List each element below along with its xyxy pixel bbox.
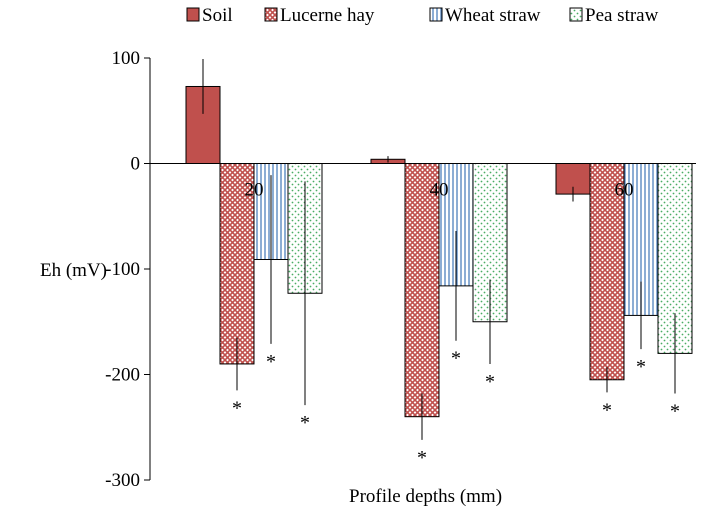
y-tick-label: -100 bbox=[105, 259, 140, 280]
legend: Soil Lucerne hay Wheat straw Pea straw bbox=[186, 5, 659, 26]
significance-asterisk: * bbox=[485, 371, 495, 393]
significance-markers: * * * * * * * * * bbox=[232, 348, 680, 469]
legend-label: Wheat straw bbox=[445, 5, 541, 26]
y-tick-label: 0 bbox=[131, 154, 141, 175]
x-tick-label: 20 bbox=[245, 180, 264, 201]
significance-asterisk: * bbox=[300, 412, 310, 434]
significance-asterisk: * bbox=[232, 397, 242, 419]
significance-asterisk: * bbox=[636, 356, 646, 378]
y-axis-title: Eh (mV) bbox=[40, 260, 107, 281]
y-tick-label: 100 bbox=[112, 48, 141, 69]
y-tick-label: -200 bbox=[105, 365, 140, 386]
legend-label: Lucerne hay bbox=[280, 5, 375, 26]
x-tick-label: 40 bbox=[430, 180, 449, 201]
x-axis-title: Profile depths (mm) bbox=[349, 486, 502, 507]
legend-swatch-wheat-straw bbox=[429, 7, 443, 22]
significance-asterisk: * bbox=[602, 399, 612, 421]
significance-asterisk: * bbox=[451, 348, 461, 370]
x-tick-label: 60 bbox=[615, 180, 634, 201]
significance-asterisk: * bbox=[266, 351, 276, 373]
y-tick-label: -300 bbox=[105, 470, 140, 491]
legend-label: Pea straw bbox=[585, 5, 659, 26]
legend-label: Soil bbox=[202, 5, 233, 26]
x-tick-labels: 20 40 60 bbox=[245, 180, 634, 201]
significance-asterisk: * bbox=[670, 400, 680, 422]
legend-swatch-soil bbox=[186, 7, 200, 22]
legend-swatch-pea-straw bbox=[569, 7, 583, 22]
error-bars bbox=[202, 59, 676, 440]
significance-asterisk: * bbox=[417, 447, 427, 469]
bars bbox=[185, 85, 693, 418]
y-axis: 100 0 -100 -200 -300 bbox=[105, 48, 151, 491]
bar-lucerne-hay-40 bbox=[404, 163, 440, 418]
legend-swatch-lucerne-hay bbox=[264, 7, 278, 22]
